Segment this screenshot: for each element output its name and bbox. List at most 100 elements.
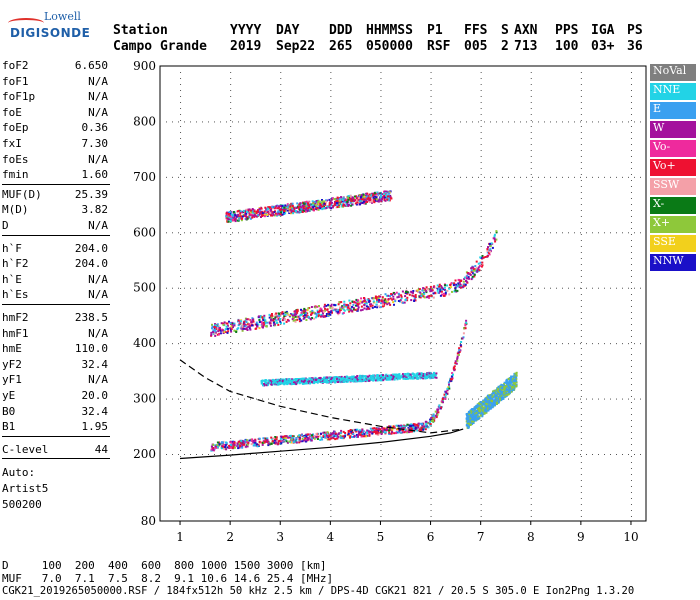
param-value: N/A xyxy=(88,373,108,387)
param-value: N/A xyxy=(88,152,108,166)
header-value-1: 2019 xyxy=(230,39,262,54)
echo-band-2nd-hop xyxy=(210,230,498,337)
param-name: foE xyxy=(2,105,22,119)
param-name: hmF1 xyxy=(2,326,29,340)
param-row-hmE: hmE 110.0 xyxy=(2,341,108,356)
header-value-0: Campo Grande xyxy=(113,39,207,54)
param-value: 7.30 xyxy=(81,137,109,150)
param-row-MD: M(D) 3.82 xyxy=(2,202,108,217)
param-value: N/A xyxy=(88,219,108,232)
legend-item-vo: Vo+ xyxy=(650,159,696,176)
dashed-model-curve xyxy=(179,359,464,434)
y-tick-label-500: 500 xyxy=(133,281,156,295)
param-name: foF1 xyxy=(2,74,29,88)
header-label-10: IGA xyxy=(591,23,615,38)
auto-scaling-line-2: 500200 xyxy=(2,497,42,511)
logo-swoosh xyxy=(8,18,44,28)
header-label-7: S xyxy=(501,23,509,38)
param-value: N/A xyxy=(88,90,108,104)
param-row-hF: h`F 204.0 xyxy=(2,241,108,256)
param-value: 204.0 xyxy=(74,241,108,255)
param-row-foE: foE N/A xyxy=(2,105,108,120)
param-row-hE: h`E N/A xyxy=(2,272,108,287)
legend-item-vo: Vo- xyxy=(650,140,696,157)
param-name: B1 xyxy=(2,420,16,434)
echo-band-f-trace xyxy=(210,319,468,452)
y-tick-label-700: 700 xyxy=(133,170,156,184)
x-tick-label-1: 1 xyxy=(176,530,184,544)
param-value: 110.0 xyxy=(74,342,108,356)
param-row-foEp: foEp 0.36 xyxy=(2,120,108,135)
y-tick-label-800: 800 xyxy=(133,114,156,128)
param-name: h`Es xyxy=(2,288,29,302)
param-name: foF1p xyxy=(2,90,36,104)
y-tick-label-600: 600 xyxy=(133,225,156,239)
param-name: B0 xyxy=(2,404,16,418)
param-name: fmin xyxy=(2,168,29,182)
echo-band-extraordinary-trace xyxy=(465,371,518,429)
param-name: C-level xyxy=(2,442,49,456)
x-tick-label-8: 8 xyxy=(527,530,535,544)
header-label-9: PPS xyxy=(555,23,579,38)
param-name: foF2 xyxy=(2,59,29,72)
footer-file-line: CGK21_2019265050000.RSF / 184fx512h 50 k… xyxy=(2,585,635,597)
param-name: h`F2 xyxy=(2,257,29,271)
param-name: yF1 xyxy=(2,373,22,387)
y-tick-label-80: 80 xyxy=(141,514,156,528)
param-row-D: D N/A xyxy=(2,218,108,233)
x-tick-label-9: 9 xyxy=(577,530,585,544)
header-value-9: 100 xyxy=(555,39,579,54)
y-tick-label-200: 200 xyxy=(133,447,156,461)
param-row-yF1: yF1 N/A xyxy=(2,372,108,387)
header-label-6: FFS xyxy=(464,23,488,38)
legend-item-nnw: NNW xyxy=(650,254,696,271)
header-value-11: 36 xyxy=(627,39,643,54)
footer-muf-line: MUF 7.0 7.1 7.5 8.2 9.1 10.6 14.6 25.4 [… xyxy=(2,572,334,585)
legend-item-e: E xyxy=(650,102,696,119)
header-label-2: DAY xyxy=(276,23,300,38)
header-label-3: DDD xyxy=(329,23,353,38)
param-value: 0.36 xyxy=(81,121,109,135)
param-value: 238.5 xyxy=(74,311,108,324)
param-row-B0: B0 32.4 xyxy=(2,404,108,419)
param-name: hmF2 xyxy=(2,311,29,324)
param-name: fxI xyxy=(2,137,22,150)
echo-band-3rd-hop xyxy=(225,190,393,223)
y-tick-label-900: 900 xyxy=(133,59,156,73)
y-tick-label-400: 400 xyxy=(133,336,156,350)
header-label-5: P1 xyxy=(427,23,443,38)
header-value-8: 713 xyxy=(514,39,538,54)
param-value: 204.0 xyxy=(74,257,108,271)
x-tick-label-4: 4 xyxy=(327,530,335,544)
legend-item-x: X- xyxy=(650,197,696,214)
header-value-7: 2 xyxy=(501,39,509,54)
param-row-foF1p: foF1p N/A xyxy=(2,89,108,104)
param-row-hEs: h`Es N/A xyxy=(2,287,108,302)
logo-line1: Lowell xyxy=(44,10,81,23)
legend-item-nne: NNE xyxy=(650,83,696,100)
param-name: foEp xyxy=(2,121,29,135)
panel-divider xyxy=(2,234,110,236)
param-value: 1.95 xyxy=(81,420,109,434)
header-label-0: Station xyxy=(113,23,168,38)
digisonde-logo: Lowell DIGISONDE xyxy=(4,6,104,44)
param-value: N/A xyxy=(88,326,108,340)
echo-points xyxy=(210,190,518,452)
param-row-foF2: foF2 6.650 xyxy=(2,58,108,73)
param-row-foEs: foEs N/A xyxy=(2,152,108,167)
panel-divider xyxy=(2,435,110,437)
grid-dots xyxy=(166,72,641,517)
echo-band-es-like-band xyxy=(260,371,438,387)
param-name: hmE xyxy=(2,342,22,356)
param-row-B1: B1 1.95 xyxy=(2,419,108,434)
header-value-3: 265 xyxy=(329,39,353,54)
panel-divider xyxy=(2,304,110,305)
param-row-yE: yE 20.0 xyxy=(2,388,108,403)
param-row-Clevel: C-level 44 xyxy=(2,442,108,457)
param-name: M(D) xyxy=(2,203,29,217)
header-value-2: Sep22 xyxy=(276,39,316,54)
y-tick-label-300: 300 xyxy=(133,392,156,406)
x-tick-label-10: 10 xyxy=(623,530,638,544)
logo-line2: DIGISONDE xyxy=(10,26,91,40)
legend-item-noval: NoVal xyxy=(650,64,696,81)
